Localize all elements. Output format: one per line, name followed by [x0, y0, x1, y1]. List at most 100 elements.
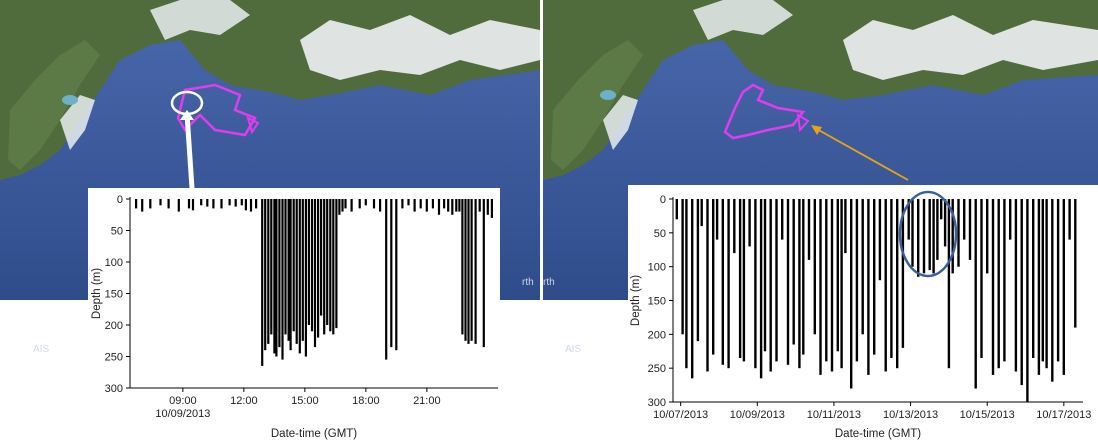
depth-bar [234, 199, 237, 207]
depth-bar [850, 199, 853, 389]
depth-bar [443, 199, 446, 209]
depth-bar [769, 199, 772, 372]
depth-bar [802, 199, 805, 355]
depth-bar [490, 199, 493, 218]
callout-arrowhead [811, 125, 822, 135]
depth-bar [149, 199, 152, 209]
depth-bar [681, 199, 684, 335]
depth-bar [830, 199, 834, 372]
depth-bar [792, 199, 795, 345]
y-tick-label: 200 [105, 320, 123, 332]
depth-bar [338, 199, 341, 215]
y-tick-label: 150 [648, 296, 666, 308]
panel-left-svg: AIS rth 0 50 100 150 200 250 300 09:0010/09/201… [0, 0, 540, 441]
callout-arrow [814, 127, 909, 181]
map-peninsula [8, 40, 100, 170]
depth-bar [267, 199, 270, 344]
depth-bar [947, 199, 951, 369]
depth-bar [1014, 199, 1018, 372]
x-tick-label: 21:00 [413, 395, 441, 407]
depth-bar [478, 199, 481, 212]
y-tick-label: 50 [111, 226, 123, 238]
y-axis-title: Depth (m) [91, 268, 103, 319]
y-tick-label: 150 [105, 289, 123, 301]
depth-bar [281, 199, 284, 360]
depth-bar [700, 199, 703, 227]
y-tick-label: 0 [117, 194, 123, 206]
depth-bar [980, 199, 983, 358]
depth-bar [298, 199, 301, 354]
map-snowfield [300, 15, 540, 80]
depth-bar [313, 199, 317, 348]
depth-bar [786, 199, 790, 365]
depth-bar [1045, 199, 1048, 369]
depth-bar [372, 199, 376, 209]
depth-bar [425, 199, 428, 212]
depth-bar [461, 199, 464, 335]
x-axis-title: Date-time (GMT) [835, 428, 921, 440]
depth-bar [738, 199, 742, 358]
y-tick-label: 50 [654, 228, 666, 240]
depth-bar [167, 199, 170, 209]
depth-bar [379, 199, 382, 212]
depth-bar [727, 199, 730, 369]
depth-bar [1051, 199, 1054, 382]
depth-bar [715, 199, 719, 240]
x-tick-label: 10/09/2013 [730, 409, 785, 421]
depth-bar [401, 199, 404, 209]
depth-bar [884, 199, 887, 372]
depth-bar [317, 199, 320, 338]
map-snowfield-3 [60, 95, 95, 150]
depth-bar [1020, 199, 1023, 386]
depth-bar [844, 199, 847, 254]
depth-bar [775, 199, 778, 362]
depth-bar [706, 199, 709, 372]
figure-panel-left: AIS rth 0 50 100 150 200 250 300 09:00 10/09/201… [0, 0, 540, 441]
x-tick-label: 18:00 [352, 395, 380, 407]
depth-bar [1037, 199, 1041, 375]
depth-bar [437, 199, 441, 215]
depth-bar [798, 199, 801, 369]
depth-bar [304, 199, 307, 357]
depth-bar [307, 199, 310, 325]
x-tick-label: 10/13/2013 [883, 409, 938, 421]
callout-arrowhead [180, 110, 194, 120]
x-tick-label: 10/15/2013 [960, 409, 1015, 421]
x-tick-label: 09:00 [169, 395, 197, 407]
depth-bar [451, 199, 454, 215]
y-tick-label: 100 [105, 257, 123, 269]
vessel-track [176, 83, 257, 137]
depth-bar [364, 199, 367, 206]
depth-bar [255, 199, 258, 209]
depth-bar [721, 199, 724, 365]
map-watermark-label: AIS [33, 344, 49, 355]
depth-bar [691, 199, 694, 379]
depth-bar [696, 199, 700, 342]
depth-bar [455, 199, 458, 212]
depth-bar [482, 199, 485, 348]
x-axis-title: Date-time (GMT) [271, 428, 357, 440]
depth-bar [986, 199, 989, 274]
depth-bar [395, 199, 398, 351]
depth-bar [733, 199, 736, 254]
depth-bar [474, 199, 477, 344]
depth-bar [458, 199, 461, 212]
depth-bar [907, 199, 910, 240]
depth-bar [781, 199, 784, 240]
depth-bar [407, 199, 410, 206]
depth-bar [759, 199, 763, 379]
depth-bar [187, 199, 191, 209]
depth-bar [289, 199, 292, 351]
depth-bar [159, 199, 162, 206]
x-tick-label: 10/07/2013 [653, 409, 708, 421]
depth-bar [991, 199, 995, 375]
depth-bar [890, 199, 893, 358]
highlight-ellipse [898, 190, 958, 278]
depth-bar [951, 199, 954, 274]
depth-bar [323, 199, 326, 335]
depth-bar [878, 199, 882, 281]
depth-bar [712, 199, 715, 355]
depth-bar [244, 199, 247, 211]
